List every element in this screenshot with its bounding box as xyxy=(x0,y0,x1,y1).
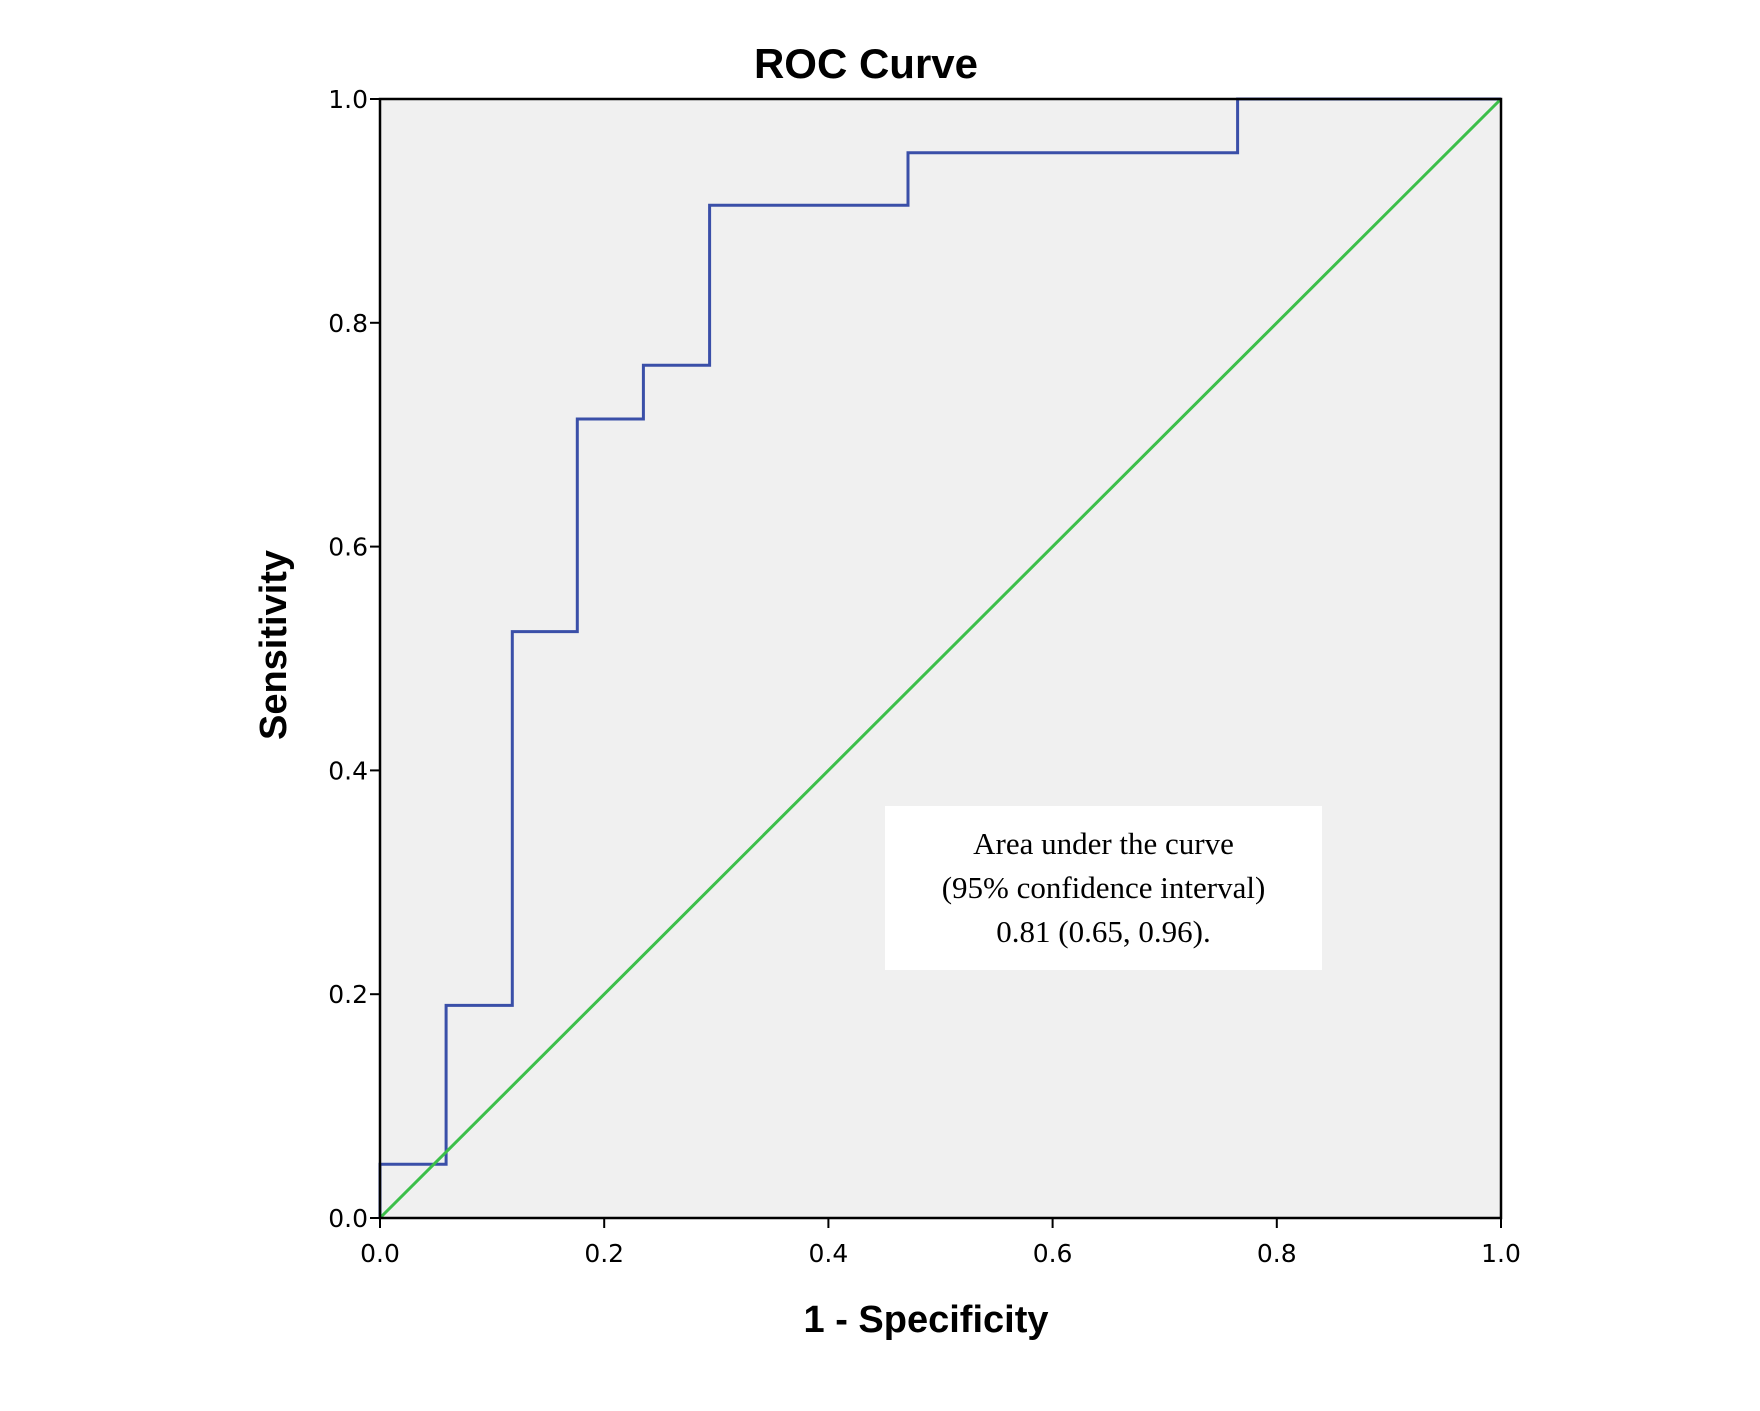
y-tick-label: 0.4 xyxy=(328,756,368,785)
y-tick-label: 0.2 xyxy=(328,980,368,1009)
reference-diagonal-line xyxy=(378,97,1503,1220)
x-tick-label: 0.8 xyxy=(1257,1239,1297,1268)
plot-area: 0.0 0.2 0.4 0.6 0.8 1.0 0.0 0.2 0.4 0.6 0.8 1.0 xyxy=(328,85,1521,1268)
y-axis-label: Sensitivity xyxy=(253,550,295,740)
y-tick-label: 0.6 xyxy=(328,533,368,562)
y-tick-label: 0.0 xyxy=(328,1204,368,1233)
y-tick-label: 1.0 xyxy=(328,85,368,114)
plot-frame xyxy=(378,97,1503,1220)
roc-curve-line xyxy=(378,97,1501,1218)
x-tick-label: 0.4 xyxy=(809,1239,849,1268)
x-tick-label: 0.0 xyxy=(360,1239,400,1268)
y-tick-label: 0.8 xyxy=(328,309,368,338)
auc-annotation-line-1: Area under the curve xyxy=(973,826,1234,861)
auc-annotation-line-2: (95% confidence interval) xyxy=(941,870,1266,905)
x-tick-label: 0.2 xyxy=(584,1239,624,1268)
x-tick-label: 0.6 xyxy=(1033,1239,1073,1268)
x-axis-label: 1 - Specificity xyxy=(804,1299,1049,1341)
chart-title: ROC Curve xyxy=(754,40,978,87)
auc-annotation-line-3: 0.81 (0.65, 0.96). xyxy=(996,914,1211,949)
auc-annotation-box: Area under the curve (95% confidence int… xyxy=(885,806,1322,970)
x-tick-label: 1.0 xyxy=(1481,1239,1521,1268)
